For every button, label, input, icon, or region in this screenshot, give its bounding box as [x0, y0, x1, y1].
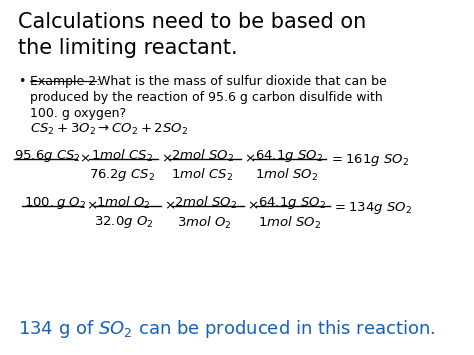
- Text: $\mathit{100.g\ O_2}$: $\mathit{100.g\ O_2}$: [24, 195, 86, 211]
- Text: Calculations need to be based on: Calculations need to be based on: [18, 12, 366, 32]
- Text: 134 g of $SO_2$ can be produced in this reaction.: 134 g of $SO_2$ can be produced in this …: [18, 318, 435, 340]
- Text: $\times$: $\times$: [85, 200, 97, 213]
- Text: $\mathit{32.0g\ O_2}$: $\mathit{32.0g\ O_2}$: [94, 214, 154, 230]
- Text: $\mathit{1mol\ CS_2}$: $\mathit{1mol\ CS_2}$: [171, 167, 233, 183]
- Text: $\mathit{76.2g\ CS_2}$: $\mathit{76.2g\ CS_2}$: [89, 167, 155, 183]
- Text: $\mathit{64.1g\ SO_2}$: $\mathit{64.1g\ SO_2}$: [258, 195, 326, 211]
- Text: $\mathit{95.6g\ CS_2}$: $\mathit{95.6g\ CS_2}$: [14, 148, 81, 164]
- Text: $\mathit{1mol\ CS_2}$: $\mathit{1mol\ CS_2}$: [91, 148, 153, 164]
- Text: Example 2:: Example 2:: [30, 75, 100, 88]
- Text: $\times$: $\times$: [244, 152, 255, 165]
- Text: the limiting reactant.: the limiting reactant.: [18, 38, 237, 58]
- Text: $=134g\ SO_2$: $=134g\ SO_2$: [332, 200, 412, 216]
- Text: $=161g\ SO_2$: $=161g\ SO_2$: [329, 152, 409, 168]
- Text: $\times$: $\times$: [164, 200, 175, 213]
- Text: produced by the reaction of 95.6 g carbon disulfide with: produced by the reaction of 95.6 g carbo…: [30, 91, 383, 104]
- Text: What is the mass of sulfur dioxide that can be: What is the mass of sulfur dioxide that …: [98, 75, 386, 88]
- Text: $\mathit{1mol\ SO_2}$: $\mathit{1mol\ SO_2}$: [255, 167, 318, 183]
- Text: $\mathit{2mol\ SO_2}$: $\mathit{2mol\ SO_2}$: [174, 195, 237, 211]
- Text: $\times$: $\times$: [161, 152, 172, 165]
- Text: $\times$: $\times$: [247, 200, 258, 213]
- Text: 100. g oxygen?: 100. g oxygen?: [30, 107, 126, 120]
- Text: $\mathit{1mol\ O_2}$: $\mathit{1mol\ O_2}$: [96, 195, 151, 211]
- Text: •: •: [18, 75, 25, 88]
- Text: $\mathit{64.1g\ SO_2}$: $\mathit{64.1g\ SO_2}$: [255, 148, 322, 164]
- Text: $CS_2 + 3O_2 \rightarrow CO_2 + 2SO_2$: $CS_2 + 3O_2 \rightarrow CO_2 + 2SO_2$: [30, 122, 188, 137]
- Text: $\times$: $\times$: [80, 152, 91, 165]
- Text: $\mathit{3mol\ O_2}$: $\mathit{3mol\ O_2}$: [177, 214, 231, 231]
- Text: $\mathit{1mol\ SO_2}$: $\mathit{1mol\ SO_2}$: [258, 214, 321, 231]
- Text: $\mathit{2mol\ SO_2}$: $\mathit{2mol\ SO_2}$: [171, 148, 234, 164]
